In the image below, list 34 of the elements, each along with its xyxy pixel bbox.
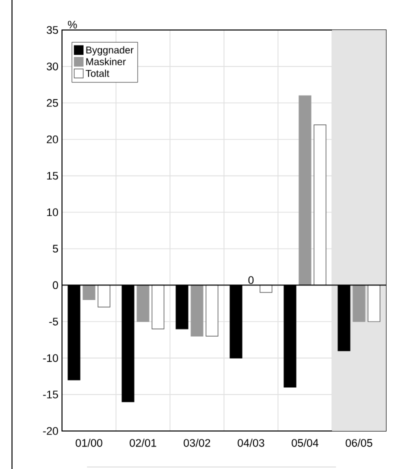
y-tick-label: -5 xyxy=(49,318,58,326)
legend-label: Maskiner xyxy=(86,58,126,66)
x-tick-label: 03/02 xyxy=(184,438,210,447)
bar xyxy=(260,284,272,293)
y-tick-label: 10 xyxy=(47,208,58,216)
y-tick-label: -15 xyxy=(43,390,58,398)
x-tick-label: 05/04 xyxy=(292,438,318,447)
y-tick-label: -20 xyxy=(43,427,58,435)
x-tick-label: 01/00 xyxy=(76,438,102,447)
y-tick-label: 20 xyxy=(46,135,58,144)
y-tick-label: 25 xyxy=(46,99,58,107)
x-tick-label: 02/01 xyxy=(130,438,156,447)
bar xyxy=(206,284,218,337)
y-tick-label: 5 xyxy=(52,244,58,253)
bar xyxy=(190,284,204,337)
bar xyxy=(352,284,366,322)
y-tick-label: 35 xyxy=(46,26,58,34)
legend-label: Byggnader xyxy=(86,46,134,56)
y-tick-label: -10 xyxy=(43,354,58,362)
data-label: 0 xyxy=(248,276,254,284)
y-tick-label: 15 xyxy=(47,172,58,180)
y-axis-title: % xyxy=(68,20,77,28)
bar xyxy=(82,284,96,300)
bar xyxy=(136,284,150,322)
bar xyxy=(368,284,380,322)
bar xyxy=(98,284,110,308)
bar xyxy=(298,95,312,286)
legend-label: Totalt xyxy=(86,70,110,77)
bar xyxy=(152,284,164,330)
y-tick-label: 0 xyxy=(52,281,58,290)
x-tick-label: 06/05 xyxy=(346,438,372,447)
bar xyxy=(314,124,326,286)
y-tick-label: 30 xyxy=(46,62,58,70)
x-tick-label: 04/03 xyxy=(238,438,264,447)
